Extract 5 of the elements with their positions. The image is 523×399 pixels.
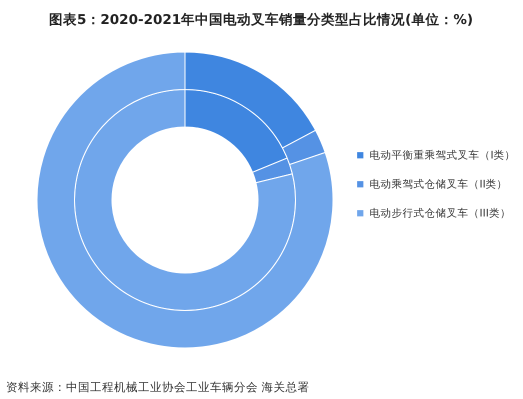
legend-label: 电动乘驾式仓储叉车（II类） — [370, 177, 508, 190]
text: 资料来源：中国工程机械工业协会工业车辆分会 海关总署 — [6, 380, 310, 394]
legend-label: 电动步行式仓储叉车（III类） — [370, 206, 511, 220]
legend-label: 电动平衡重乘驾式叉车（I类） — [370, 148, 516, 162]
chart-title: 图表5：2020-2021年中国电动叉车销量分类型占比情况(单位：%) — [48, 11, 474, 28]
